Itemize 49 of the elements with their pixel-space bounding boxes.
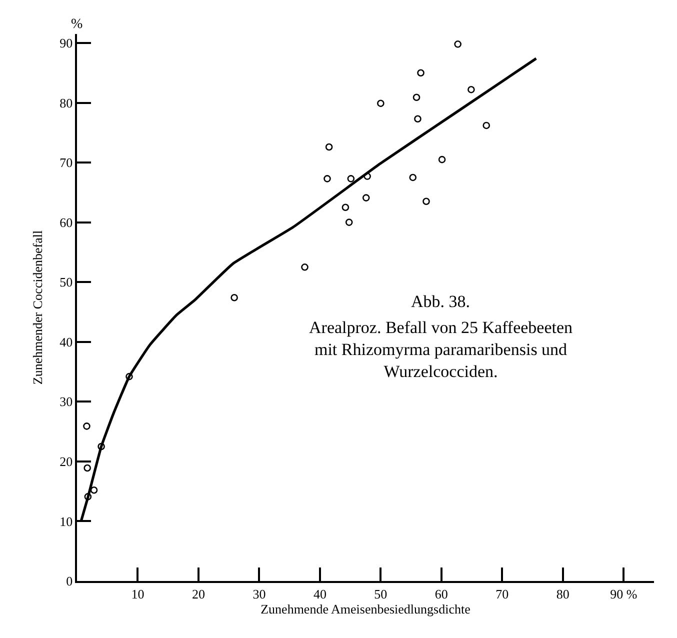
x-tick-label: 70: [496, 586, 509, 602]
y-tick-label: 40: [60, 334, 73, 350]
point: [83, 422, 90, 430]
text: %: [71, 17, 83, 32]
point: [301, 264, 308, 271]
x-tick-label: 50: [374, 586, 388, 602]
point: [482, 122, 490, 130]
point: [126, 372, 133, 380]
annotation: Arealproz. Befall von 25 Kaffeebeeten mit Rhizomyrma paramaribensis und Wurzelcocciden.: [309, 318, 574, 382]
point: [324, 175, 331, 182]
point: [409, 174, 417, 182]
y-tick-label: 90: [60, 36, 73, 51]
x-tick-label: 30: [252, 586, 266, 602]
x-tick-label: 10: [131, 586, 144, 602]
point: [377, 100, 384, 107]
y-tick-label: 50: [60, 274, 73, 290]
y-tick-label: 10: [60, 514, 73, 529]
y-tick-label: 80: [60, 95, 73, 110]
point: [422, 198, 430, 206]
point: [90, 486, 98, 494]
point: [345, 218, 353, 226]
point: [347, 175, 355, 182]
point: [362, 194, 370, 202]
y-tick-label: 30: [60, 394, 73, 410]
x-tick-label: 40: [313, 586, 326, 602]
x-tick-label: 80: [556, 586, 570, 602]
y-tick-label: 20: [60, 454, 73, 469]
x-axis-title: Zunehmende Ameisenbesiedlungsdichte: [260, 601, 471, 616]
point: [84, 464, 91, 472]
x-tick-label: 90 %: [610, 586, 638, 602]
point: [454, 40, 462, 48]
point: [364, 172, 371, 180]
point: [230, 294, 238, 302]
x-tick-label: 20: [192, 586, 205, 602]
point: [468, 86, 475, 94]
point: [412, 94, 420, 102]
x-tick-label: 60: [434, 586, 448, 602]
y-tick-label: 0: [66, 574, 73, 589]
point: [98, 442, 105, 450]
point: [325, 143, 333, 151]
y-tick-label: 70: [60, 155, 73, 170]
point: [417, 69, 424, 77]
point: [438, 156, 446, 164]
point: [84, 493, 92, 500]
point: [414, 115, 422, 123]
annotation: Abb. 38.: [411, 292, 470, 311]
y-axis-title: Zunehmender Coccidenbefall: [30, 230, 46, 385]
point: [342, 204, 350, 212]
y-tick-label: 60: [60, 214, 73, 230]
